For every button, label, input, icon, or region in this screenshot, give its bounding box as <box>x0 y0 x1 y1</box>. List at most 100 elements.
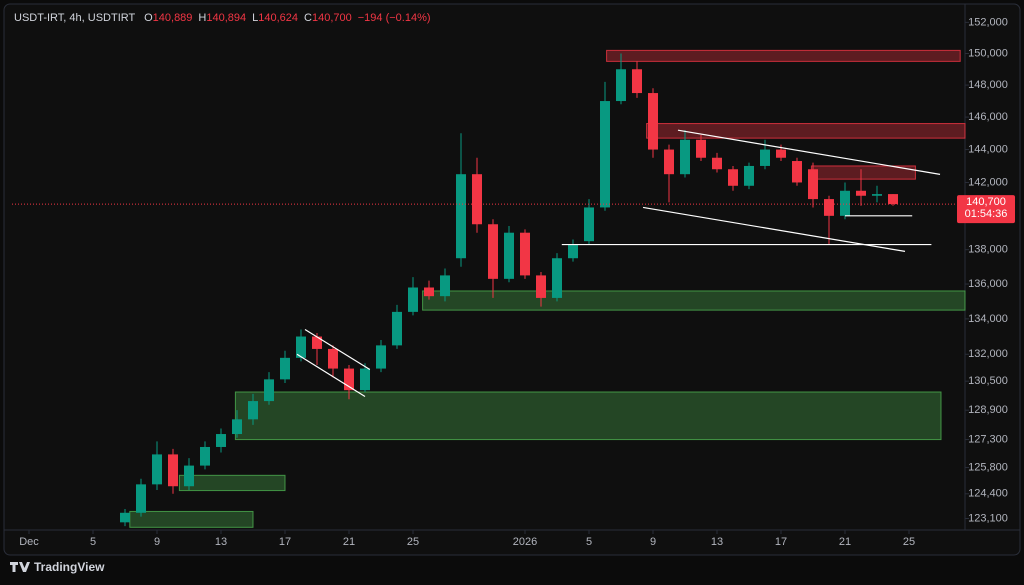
candle-body <box>856 190 866 196</box>
x-tick-label: 17 <box>279 536 291 548</box>
trend-line <box>296 353 366 398</box>
candle-body <box>280 357 290 380</box>
brand-logo: TradingView <box>10 560 105 574</box>
candle-body <box>744 165 754 186</box>
brand-name: TradingView <box>34 560 105 574</box>
candle-body <box>568 244 578 259</box>
candle-body <box>648 93 658 150</box>
y-tick-label: 152,000 <box>968 16 1008 28</box>
candle-body <box>840 190 850 216</box>
candle-body <box>712 157 722 170</box>
x-tick-label: Dec <box>19 536 39 548</box>
candle-body <box>136 484 146 513</box>
y-tick-label: 132,000 <box>968 348 1008 360</box>
candle-body <box>296 336 306 358</box>
candle-body <box>392 311 402 346</box>
ohlc-value: 140,894 <box>206 12 246 24</box>
candle-body <box>552 258 562 298</box>
candle-body <box>232 419 242 435</box>
y-tick-label: 134,000 <box>968 313 1008 325</box>
candle-body <box>472 174 482 225</box>
candle-body <box>312 336 322 349</box>
y-tick-label: 148,000 <box>968 79 1008 91</box>
trend-line <box>677 129 941 175</box>
candle-body <box>264 379 274 402</box>
zone <box>129 510 254 528</box>
candle-body <box>168 454 178 487</box>
y-tick-label: 123,100 <box>968 512 1008 524</box>
y-tick-label: 138,000 <box>968 244 1008 256</box>
plot-area <box>120 49 966 528</box>
x-tick-label: 17 <box>775 536 787 548</box>
candle-body <box>824 199 834 216</box>
candle-body <box>248 401 258 420</box>
y-tick-label: 142,000 <box>968 176 1008 188</box>
ohlc-value: 140,624 <box>258 12 298 24</box>
candle-body <box>776 149 786 158</box>
x-tick-label: 5 <box>586 536 592 548</box>
ohlc-value: 140,889 <box>153 12 193 24</box>
last-price-label: 140,700 <box>966 196 1006 208</box>
candle-body <box>808 169 818 200</box>
change: −194 (−0.14%) <box>358 12 431 24</box>
y-tick-label: 146,000 <box>968 111 1008 123</box>
ohlc-key: H <box>198 12 206 24</box>
x-tick-label: 13 <box>711 536 723 548</box>
candle-body <box>184 465 194 487</box>
ohlc-key: L <box>252 12 258 24</box>
x-tick-label: 21 <box>343 536 355 548</box>
y-tick-label: 127,300 <box>968 433 1008 445</box>
last-price-tag <box>957 195 1015 224</box>
y-tick-label: 130,500 <box>968 375 1008 387</box>
zone <box>646 123 966 139</box>
candle-body <box>680 139 690 175</box>
candle-body <box>152 454 162 485</box>
candle-body <box>504 232 514 279</box>
candle-body <box>760 149 770 166</box>
candle-body <box>728 169 738 186</box>
x-tick-label: 5 <box>90 536 96 548</box>
y-tick-label: 125,800 <box>968 461 1008 473</box>
candle-body <box>536 275 546 298</box>
candle-body <box>664 149 674 175</box>
countdown: 01:54:36 <box>965 208 1008 220</box>
y-tick-label: 128,900 <box>968 404 1008 416</box>
candle-body <box>872 194 882 196</box>
candle-body <box>440 275 450 297</box>
y-tick-label: 136,000 <box>968 278 1008 290</box>
x-tick-label: 21 <box>839 536 851 548</box>
candle-body <box>200 446 210 466</box>
candle-body <box>696 139 706 158</box>
chart-header: USDT-IRT, 4h, USDTIRT O140,889 H140,894 L1… <box>14 12 431 24</box>
brand-icon <box>10 562 30 572</box>
y-tick-label: 124,400 <box>968 488 1008 500</box>
candle-body <box>520 232 530 276</box>
candle-body <box>408 287 418 312</box>
candle-body <box>600 101 610 208</box>
candle-body <box>456 174 466 259</box>
candle-body <box>344 368 354 391</box>
ohlc-key: C <box>304 12 312 24</box>
candle-body <box>488 224 498 279</box>
ohlc-key: O <box>144 12 153 24</box>
candle-body <box>888 194 898 205</box>
y-tick-label: 144,000 <box>968 143 1008 155</box>
candle-body <box>792 161 802 183</box>
zone <box>606 49 961 62</box>
candle-body <box>584 207 594 242</box>
zone <box>422 290 966 311</box>
x-tick-label: 2026 <box>513 536 537 548</box>
candle-body <box>328 348 338 369</box>
y-tick-label: 150,000 <box>968 47 1008 59</box>
symbol: USDT-IRT, 4h, USDTIRT <box>14 12 136 24</box>
x-tick-label: 25 <box>903 536 915 548</box>
candle-body <box>632 69 642 94</box>
ohlc-value: 140,700 <box>312 12 352 24</box>
trend-line <box>304 328 371 370</box>
zone <box>178 474 286 492</box>
x-tick-label: 13 <box>215 536 227 548</box>
candle-body <box>216 434 226 447</box>
x-tick-label: 9 <box>650 536 656 548</box>
